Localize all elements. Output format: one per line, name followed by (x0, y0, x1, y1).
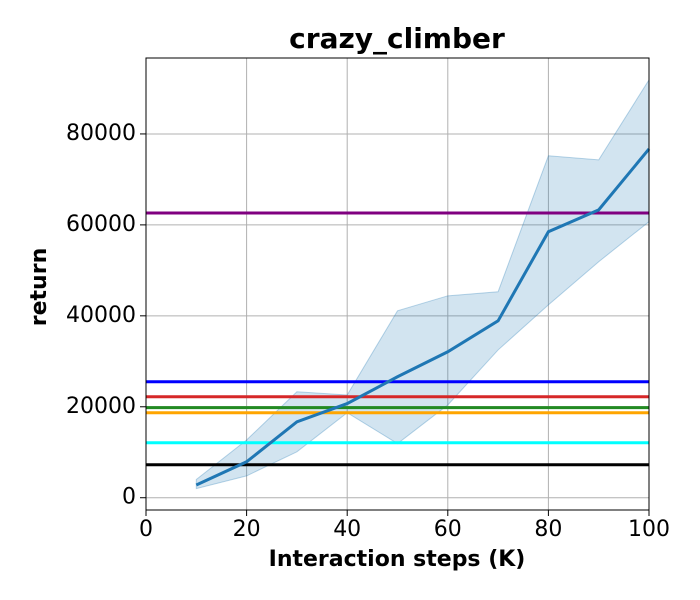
x-axis-label: Interaction steps (K) (269, 547, 526, 572)
x-tick-label: 80 (534, 517, 562, 542)
y-tick-label: 80000 (66, 121, 136, 146)
y-tick-label: 60000 (66, 212, 136, 237)
x-tick-label: 100 (628, 517, 670, 542)
y-axis-label: return (27, 248, 52, 326)
plot-frame (145, 57, 650, 511)
line (195, 147, 651, 487)
y-tick-label: 20000 (66, 394, 136, 419)
y-tick-label: 0 (122, 485, 136, 510)
x-tick-label: 40 (333, 517, 361, 542)
chart-title: crazy_climber (289, 22, 505, 55)
x-tick-label: 0 (139, 517, 153, 542)
x-tick-label: 60 (434, 517, 462, 542)
confidence-band (195, 78, 650, 490)
x-tick-label: 20 (233, 517, 261, 542)
y-tick-label: 40000 (66, 303, 136, 328)
